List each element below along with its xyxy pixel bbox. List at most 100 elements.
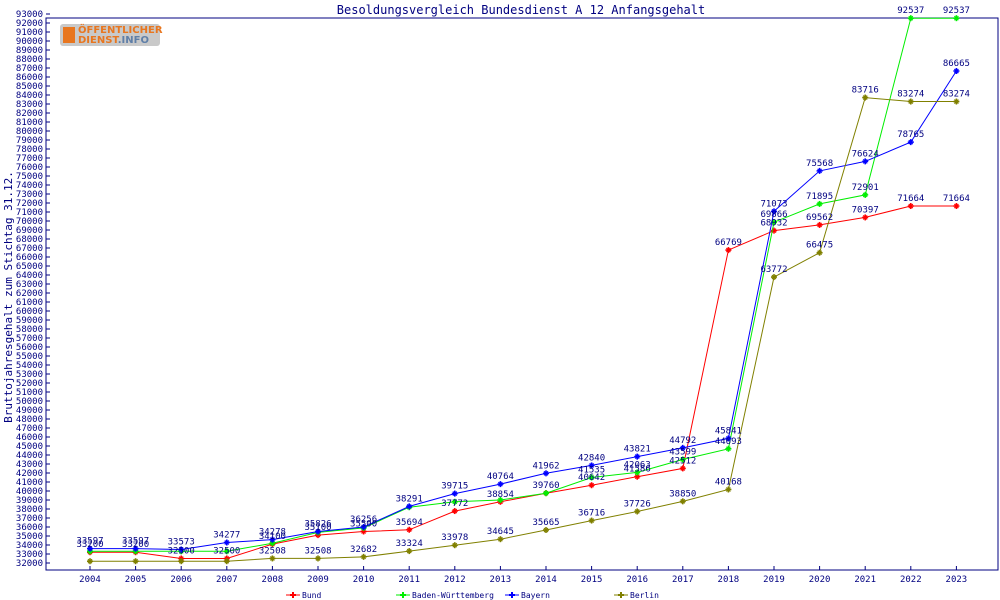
data-label: 38854: [487, 490, 514, 500]
data-point: [953, 203, 960, 210]
y-tick-label: 37000: [16, 514, 43, 524]
y-tick-label: 42000: [16, 469, 43, 479]
data-point: [543, 490, 549, 497]
data-label: 75568: [806, 159, 833, 169]
x-tick-label: 2012: [444, 575, 466, 585]
data-point: [679, 456, 686, 463]
data-label: 34277: [213, 531, 240, 541]
logo-text-line2-main: DIENST: [78, 35, 118, 46]
y-tick-label: 72000: [16, 199, 43, 209]
data-point: [223, 548, 230, 555]
data-point: [907, 98, 914, 105]
x-tick-label: 2023: [946, 575, 968, 585]
y-tick-label: 36000: [16, 523, 43, 533]
y-tick-label: 66000: [16, 253, 43, 263]
data-label: 41586: [624, 465, 651, 475]
data-label: 44693: [715, 437, 742, 447]
y-tick-label: 68000: [16, 235, 43, 245]
data-label: 83274: [897, 90, 924, 100]
data-label: 35100: [304, 523, 331, 533]
y-tick-label: 78000: [16, 145, 43, 155]
data-point: [634, 469, 641, 476]
data-label: 37726: [624, 499, 651, 509]
data-point: [679, 498, 686, 505]
y-tick-label: 40000: [16, 487, 43, 497]
data-point: [862, 158, 869, 165]
data-label: 42840: [578, 453, 605, 463]
data-label: 72901: [852, 183, 879, 193]
data-label: 41962: [532, 461, 559, 471]
data-point: [132, 558, 139, 565]
plot-frame: [45, 17, 999, 571]
data-label: 39760: [532, 481, 559, 491]
data-point: [406, 503, 413, 510]
y-tick-label: 67000: [16, 244, 43, 254]
y-tick-label: 51000: [16, 388, 43, 398]
data-point: [907, 15, 914, 22]
data-point: [862, 191, 869, 198]
y-tick-label: 90000: [16, 37, 43, 47]
data-label: 33597: [76, 537, 103, 547]
y-tick-label: 86000: [16, 73, 43, 83]
data-label: 45841: [715, 426, 742, 436]
y-tick-label: 47000: [16, 424, 43, 434]
logo-text-line2-ext: .INFO: [117, 35, 149, 46]
y-tick-label: 60000: [16, 307, 43, 317]
data-label: 32508: [259, 546, 286, 556]
y-tick-label: 83000: [16, 100, 43, 110]
data-point: [679, 465, 686, 472]
data-label: 32682: [350, 545, 377, 555]
data-label: 83716: [852, 86, 879, 96]
x-tick-label: 2005: [125, 575, 147, 585]
data-label: 35665: [532, 518, 559, 528]
data-point: [406, 548, 413, 555]
data-point: [87, 545, 93, 552]
data-point: [223, 558, 230, 565]
data-point: [406, 526, 413, 533]
data-point: [87, 558, 93, 565]
x-tick-label: 2022: [900, 575, 922, 585]
data-label: 78765: [897, 130, 924, 140]
legend-item: Baden-Württemberg: [396, 591, 494, 600]
y-axis-label: Bruttojahresgehalt zum Stichtag 31.12.: [2, 171, 15, 423]
data-label: 63772: [760, 265, 787, 275]
data-label: 69866: [760, 210, 787, 220]
y-tick-label: 50000: [16, 397, 43, 407]
data-point: [862, 94, 869, 101]
x-axis: 2004 2005 2006 2007 2008 2009 2010 2011 2012 2013…: [79, 566, 967, 585]
data-point: [816, 249, 823, 256]
data-label: 44792: [669, 436, 696, 446]
y-tick-label: 39000: [16, 496, 43, 506]
data-label: 38291: [396, 494, 423, 504]
y-tick-label: 93000: [16, 10, 43, 20]
data-label: 42512: [669, 456, 696, 466]
legend-item: Bayern: [505, 591, 550, 600]
y-tick-label: 85000: [16, 82, 43, 92]
data-label: 33978: [441, 533, 468, 543]
y-tick-label: 64000: [16, 271, 43, 281]
data-label: 35826: [304, 520, 331, 530]
data-label: 32500: [168, 547, 195, 557]
data-point: [451, 498, 458, 505]
data-point: [771, 208, 777, 215]
legend-label: Bayern: [521, 591, 550, 600]
data-point: [497, 481, 504, 488]
y-tick-label: 76000: [16, 163, 43, 173]
x-tick-label: 2008: [262, 575, 284, 585]
data-label: 36256: [350, 515, 377, 525]
data-label: 71664: [943, 194, 970, 204]
data-label: 43821: [624, 445, 651, 455]
series-lines: [87, 15, 960, 565]
data-label: 35500: [350, 520, 377, 530]
y-tick-label: 75000: [16, 172, 43, 182]
y-tick-label: 62000: [16, 289, 43, 299]
y-tick-label: 74000: [16, 181, 43, 191]
y-tick-label: 55000: [16, 352, 43, 362]
data-point: [816, 167, 823, 174]
legend: Bund Baden-Württemberg Bayern Berlin: [286, 591, 659, 600]
data-point: [953, 68, 960, 75]
x-tick-label: 2021: [854, 575, 876, 585]
y-tick-label: 91000: [16, 28, 43, 38]
data-point: [588, 462, 595, 469]
data-label: 33597: [122, 537, 149, 547]
